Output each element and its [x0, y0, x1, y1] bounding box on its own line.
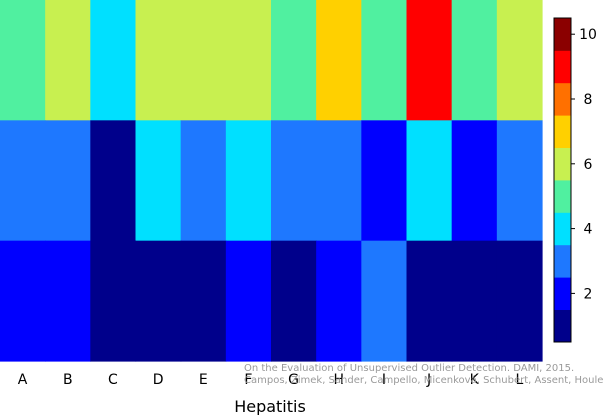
x-tick-label-G: G	[288, 372, 299, 388]
heatmap-cell-B-row3	[45, 240, 91, 362]
colorbar	[553, 17, 572, 343]
colorbar-segment-7	[554, 115, 571, 148]
heatmap-cell-G-row2	[271, 120, 317, 242]
heatmap-cell-H-row3	[316, 240, 362, 362]
heatmap-cell-A-row2	[0, 120, 46, 242]
colorbar-segment-6	[554, 147, 571, 181]
colorbar-segment-4	[554, 212, 571, 246]
heatmap-cell-I-row3	[361, 240, 408, 362]
heatmap-cell-L-row2	[496, 120, 543, 242]
colorbar-tick-label-10: 10	[579, 27, 597, 43]
x-tick-label-L: L	[516, 372, 524, 388]
heatmap-cell-J-row3	[406, 240, 453, 362]
heatmap-cell-K-row2	[451, 120, 498, 242]
heatmap-cell-I-row1	[361, 0, 408, 121]
heatmap-cell-E-row1	[180, 0, 227, 121]
x-axis-label: Hepatitis	[234, 397, 306, 415]
heatmap-cell-G-row1	[271, 0, 317, 121]
x-tick-labels: A B C D E F G H I J K L	[18, 372, 524, 388]
colorbar-segment-9	[554, 50, 571, 84]
heatmap-cell-J-row2	[406, 120, 453, 242]
heatmap-cell-H-row2	[316, 120, 362, 242]
x-tick-label-A: A	[18, 372, 28, 388]
x-tick-label-F: F	[244, 372, 252, 388]
colorbar-segment-8	[554, 82, 571, 116]
colorbar-ticks: 2 4 6 8 10	[571, 27, 597, 302]
heatmap-cell-D-row2	[135, 120, 182, 242]
heatmap-cell-C-row1	[90, 0, 137, 121]
colorbar-segment-5	[554, 180, 571, 213]
heatmap-cell-C-row3	[90, 240, 137, 362]
heatmap-cell-A-row1	[0, 0, 46, 121]
x-tick-label-H: H	[333, 372, 344, 388]
heatmap-cell-D-row1	[135, 0, 182, 121]
heatmap-cells	[0, 0, 543, 362]
heatmap-cell-K-row1	[451, 0, 498, 121]
heatmap-cell-C-row2	[90, 120, 137, 242]
colorbar-segment-1	[554, 309, 571, 343]
heatmap-cell-E-row2	[180, 120, 227, 242]
heatmap-cell-A-row3	[0, 240, 46, 362]
colorbar-tick-label-2: 2	[584, 286, 593, 302]
heatmap-cell-K-row3	[451, 240, 498, 362]
colorbar-segment-2	[554, 277, 571, 310]
x-tick-label-C: C	[108, 372, 118, 388]
heatmap-cell-E-row3	[180, 240, 227, 362]
heatmap-cell-H-row1	[316, 0, 362, 121]
x-tick-label-J: J	[426, 372, 431, 388]
heatmap-cell-L-row3	[496, 240, 543, 362]
colorbar-segment-10	[554, 18, 571, 51]
colorbar-tick-label-4: 4	[584, 222, 593, 238]
colorbar-tick-label-6: 6	[584, 157, 593, 173]
heatmap-cell-I-row2	[361, 120, 408, 242]
x-tick-label-D: D	[153, 372, 164, 388]
heatmap-cell-D-row3	[135, 240, 182, 362]
x-tick-label-I: I	[382, 372, 386, 388]
caption-line-1: On the Evaluation of Unsupervised Outlie…	[244, 363, 574, 374]
heatmap-cell-F-row3	[225, 240, 272, 362]
heatmap-cell-G-row3	[271, 240, 317, 362]
heatmap-cell-L-row1	[496, 0, 543, 121]
heatmap-cell-J-row1	[406, 0, 453, 121]
heatmap-cell-F-row2	[225, 120, 272, 242]
x-tick-label-B: B	[63, 372, 73, 388]
colorbar-frame	[553, 17, 572, 343]
caption-line-2: Campos, Zimek, Sander, Campello, Micenko…	[244, 374, 603, 386]
heatmap-cell-F-row1	[225, 0, 272, 121]
x-tick-label-K: K	[470, 372, 480, 388]
colorbar-tick-label-8: 8	[584, 92, 593, 108]
heatmap-cell-B-row1	[45, 0, 91, 121]
colorbar-segment-3	[554, 244, 571, 278]
heatmap-cell-B-row2	[45, 120, 91, 242]
x-tick-label-E: E	[199, 372, 208, 388]
